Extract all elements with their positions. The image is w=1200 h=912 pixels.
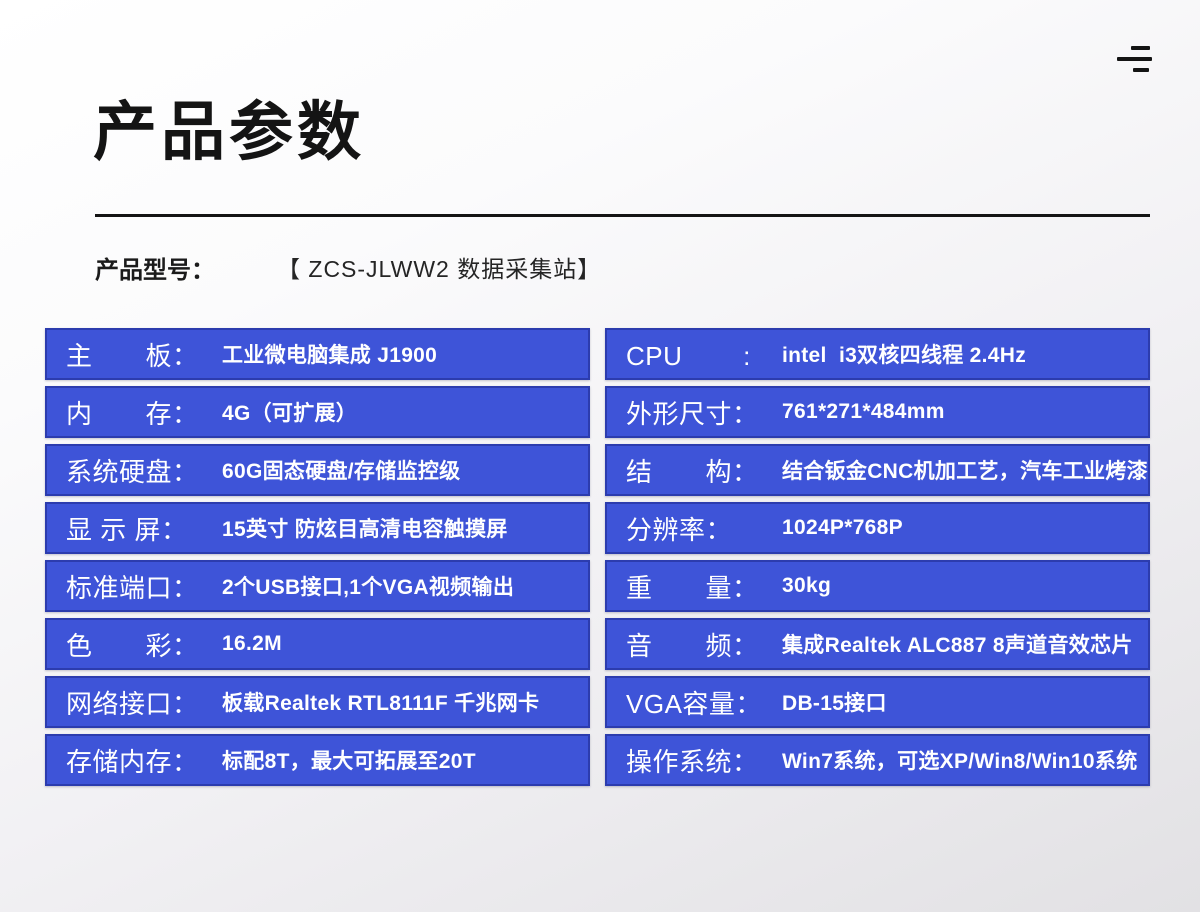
product-model-label: 产品型号： [95, 256, 215, 284]
page-title: 产品参数 [93, 96, 365, 168]
spec-value: 30kg [782, 574, 832, 597]
spec-value: 2个USB接口,1个VGA视频输出 [222, 576, 515, 599]
spec-row-color: 色 彩： 16.2M [45, 618, 590, 670]
spec-row-memory: 内 存： 4G（可扩展） [45, 386, 590, 438]
spec-value: 15英寸 防炫目高清电容触摸屏 [222, 518, 508, 541]
spec-value: 1024P*768P [782, 516, 903, 539]
spec-value: 60G固态硬盘/存储监控级 [222, 460, 461, 483]
spec-label: VGA容量： [626, 688, 762, 719]
spec-label: 操作系统： [626, 746, 759, 777]
menu-lines-icon[interactable] [1117, 46, 1153, 74]
title-underline [95, 214, 1150, 217]
product-model-row: 产品型号： 【 ZCS-JLWW2 数据采集站】 [95, 251, 602, 284]
spec-row-mainboard: 主 板： 工业微电脑集成 J1900 [45, 328, 590, 380]
spec-row-system-disk: 系统硬盘： 60G固态硬盘/存储监控级 [45, 444, 590, 496]
spec-row-dimensions: 外形尺寸： 761*271*484mm [605, 386, 1150, 438]
spec-row-os: 操作系统： Win7系统，可选XP/Win8/Win10系统 [605, 734, 1150, 786]
spec-row-vga: VGA容量： DB-15接口 [605, 676, 1150, 728]
spec-row-structure: 结 构： 结合钣金CNC机加工艺，汽车工业烤漆 [605, 444, 1150, 496]
menu-bar [1117, 57, 1152, 61]
spec-value: DB-15接口 [782, 692, 887, 715]
spec-label: 音 频： [626, 630, 759, 661]
spec-value: 761*271*484mm [782, 400, 945, 423]
spec-label: 存储内存： [66, 746, 199, 777]
spec-label: 主 板： [66, 340, 199, 371]
spec-row-network: 网络接口： 板载Realtek RTL8111F 千兆网卡 [45, 676, 590, 728]
spec-label: 结 构： [626, 456, 759, 487]
spec-row-storage: 存储内存： 标配8T，最大可拓展至20T [45, 734, 590, 786]
spec-value: 4G（可扩展） [222, 402, 358, 425]
spec-value: 集成Realtek ALC887 8声道音效芯片 [782, 634, 1133, 657]
spec-row-audio: 音 频： 集成Realtek ALC887 8声道音效芯片 [605, 618, 1150, 670]
spec-label: 网络接口： [66, 688, 199, 719]
spec-value: Win7系统，可选XP/Win8/Win10系统 [782, 750, 1138, 773]
spec-value: 标配8T，最大可拓展至20T [222, 750, 476, 773]
spec-table: 主 板： 工业微电脑集成 J1900 内 存： 4G（可扩展） 系统硬盘： 60… [45, 328, 1150, 786]
spec-label: 色 彩： [66, 630, 199, 661]
spec-row-weight: 重 量： 30kg [605, 560, 1150, 612]
spec-value: 工业微电脑集成 J1900 [222, 344, 438, 367]
spec-value: 板载Realtek RTL8111F 千兆网卡 [222, 692, 540, 715]
spec-label: 分辨率： [626, 514, 733, 545]
spec-label: 标准端口： [66, 572, 199, 603]
spec-label: CPU : [626, 340, 751, 371]
spec-row-cpu: CPU : intel i3双核四线程 2.4Hz [605, 328, 1150, 380]
spec-label: 系统硬盘： [66, 456, 199, 487]
spec-row-ports: 标准端口： 2个USB接口,1个VGA视频输出 [45, 560, 590, 612]
menu-bar [1131, 46, 1150, 50]
spec-label: 外形尺寸： [626, 398, 759, 429]
spec-value: 16.2M [222, 632, 282, 655]
spec-value: 结合钣金CNC机加工艺，汽车工业烤漆 [782, 460, 1148, 483]
spec-value: intel i3双核四线程 2.4Hz [782, 344, 1027, 367]
spec-row-display: 显 示 屏： 15英寸 防炫目高清电容触摸屏 [45, 502, 590, 554]
spec-label: 显 示 屏： [66, 514, 188, 545]
spec-label: 重 量： [626, 572, 759, 603]
menu-bar [1133, 68, 1149, 72]
spec-row-resolution: 分辨率： 1024P*768P [605, 502, 1150, 554]
product-model-value: 【 ZCS-JLWW2 数据采集站】 [277, 256, 602, 282]
spec-label: 内 存： [66, 398, 199, 429]
